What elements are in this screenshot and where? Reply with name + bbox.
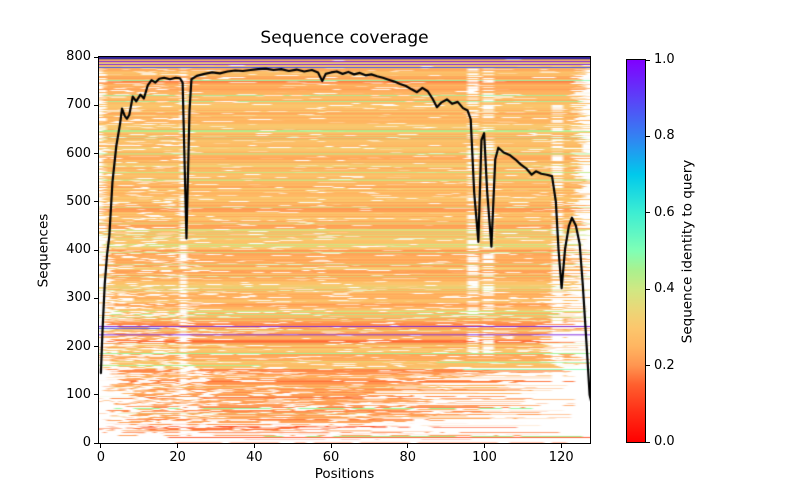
y-tick-label: 500 xyxy=(66,193,91,209)
colorbar-tick xyxy=(646,212,650,214)
colorbar-tick xyxy=(646,365,650,367)
y-tick-label: 200 xyxy=(66,338,91,354)
colorbar-tick xyxy=(646,135,650,137)
y-tick-label: 100 xyxy=(66,386,91,402)
x-tick xyxy=(484,444,485,448)
colorbar-label: Sequence identity to query xyxy=(679,159,696,344)
x-tick-label: 60 xyxy=(322,450,340,465)
y-tick-label: 600 xyxy=(66,145,91,161)
y-tick-label: 700 xyxy=(66,97,91,113)
y-tick xyxy=(94,394,98,396)
x-tick-label: 0 xyxy=(96,450,106,465)
y-tick xyxy=(94,346,98,347)
x-tick-label: 40 xyxy=(246,450,263,465)
x-tick-label: 80 xyxy=(399,450,417,465)
msa-heatmap-canvas xyxy=(99,57,590,443)
x-axis-label: Positions xyxy=(314,466,375,482)
colorbar xyxy=(626,59,646,443)
chart-title: Sequence coverage xyxy=(260,28,429,48)
y-tick-label: 800 xyxy=(66,49,91,64)
colorbar-tick-label: 0.8 xyxy=(654,128,675,144)
colorbar-tick-label: 0.2 xyxy=(654,357,675,373)
x-tick-label: 120 xyxy=(548,450,574,465)
colorbar-tick-label: 1.0 xyxy=(654,52,675,67)
y-tick xyxy=(94,249,98,251)
x-tick xyxy=(407,444,409,448)
y-tick-label: 0 xyxy=(82,435,91,450)
y-tick-label: 400 xyxy=(66,242,91,257)
plot-area xyxy=(98,56,591,444)
colorbar-tick-label: 0.6 xyxy=(654,204,675,220)
x-tick xyxy=(177,444,179,448)
colorbar-tick-label: 0.4 xyxy=(654,281,675,297)
x-tick xyxy=(253,444,255,448)
y-tick-label: 300 xyxy=(66,290,91,306)
y-tick xyxy=(94,201,98,203)
colorbar-tick xyxy=(646,288,650,290)
x-tick-label: 100 xyxy=(472,450,497,465)
colorbar-tick-label: 0.0 xyxy=(654,434,675,449)
y-tick xyxy=(94,297,98,299)
x-tick-label: 20 xyxy=(169,450,186,465)
y-tick xyxy=(94,442,98,444)
colorbar-tick xyxy=(646,441,650,443)
colorbar-tick xyxy=(646,59,650,61)
x-tick xyxy=(330,444,332,448)
y-tick xyxy=(94,104,98,106)
y-tick xyxy=(94,56,98,58)
colorbar-gradient xyxy=(627,60,645,442)
y-tick xyxy=(94,153,98,154)
x-tick xyxy=(100,444,102,448)
x-tick xyxy=(560,444,562,448)
